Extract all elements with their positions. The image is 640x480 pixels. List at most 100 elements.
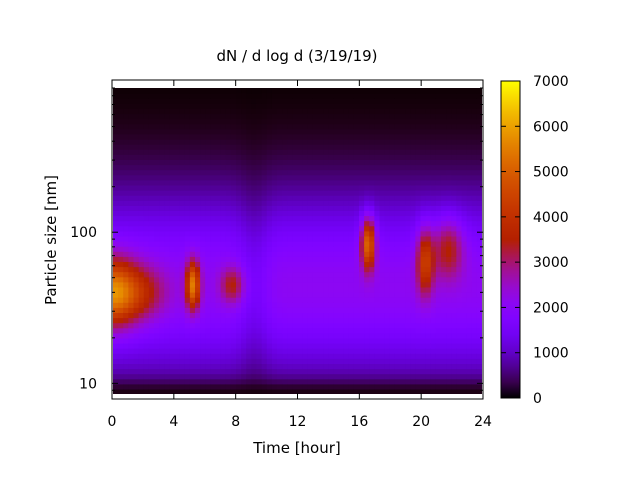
heatmap-cell [461,225,468,232]
heatmap-cell [420,139,427,145]
heatmap-cell [461,271,468,278]
heatmap-cell [174,261,181,268]
heatmap-cell [210,292,217,298]
heatmap-cell [400,103,406,109]
heatmap-cell [369,103,375,109]
heatmap-cell [353,348,360,354]
heatmap-cell [359,363,365,370]
heatmap-cell [318,241,324,247]
heatmap-cell [123,103,129,109]
heatmap-cell [307,139,314,145]
heatmap-cell [154,154,160,160]
heatmap-cell [374,154,381,160]
heatmap-cell [123,113,129,120]
heatmap-cell [420,307,427,313]
heatmap-cell [261,251,268,257]
heatmap-cell [405,144,411,150]
heatmap-cell [266,373,273,380]
heatmap-cell [435,205,442,211]
heatmap-cell [343,276,350,283]
heatmap-cell [138,108,145,115]
heatmap-cell [159,195,165,201]
heatmap-cell [159,118,165,125]
heatmap-cell [169,302,176,308]
heatmap-cell [195,205,201,211]
heatmap-cell [400,261,406,268]
heatmap-cell [159,108,165,115]
heatmap-cell [133,220,140,227]
heatmap-cell [328,195,334,201]
heatmap-cell [138,174,145,181]
heatmap-cell [425,169,432,176]
heatmap-cell [210,261,217,268]
heatmap-cell [364,343,370,349]
heatmap-cell [159,276,165,283]
heatmap-cell [128,261,135,268]
heatmap-cell [154,256,160,262]
heatmap-cell [189,139,196,145]
heatmap-cell [441,307,447,313]
heatmap-cell [348,302,355,308]
heatmap-cell [328,307,334,313]
heatmap-cell [138,88,145,94]
heatmap-cell [430,373,437,380]
heatmap-cell [374,388,381,394]
heatmap-cell [179,210,186,217]
heatmap-cell [271,332,278,339]
heatmap-cell [143,266,150,273]
heatmap-cell [338,195,345,201]
heatmap-cell [400,174,406,181]
heatmap-cell [446,128,452,135]
heatmap-cell [312,195,319,201]
heatmap-cell [471,307,478,313]
heatmap-cell [430,220,437,227]
heatmap-cell [461,159,468,166]
heatmap-cell [195,144,201,150]
heatmap-cell [405,179,411,186]
heatmap-cell [287,103,293,109]
heatmap-cell [348,184,355,191]
heatmap-cell [241,307,247,313]
heatmap-cell [184,266,191,273]
heatmap-cell [348,113,355,120]
heatmap-cell [256,261,263,268]
heatmap-cell [318,113,324,120]
heatmap-cell [271,215,278,222]
heatmap-cell [435,246,442,252]
heatmap-cell [364,251,370,257]
heatmap-cell [400,108,406,115]
heatmap-cell [297,378,304,385]
heatmap-cell [471,261,478,268]
heatmap-cell [154,195,160,201]
heatmap-cell [169,103,176,109]
heatmap-cell [435,113,442,120]
heatmap-cell [441,261,447,268]
heatmap-cell [446,118,452,125]
heatmap-cell [241,261,247,268]
heatmap-cell [410,373,416,380]
heatmap-cell [476,312,482,319]
heatmap-cell [374,348,381,354]
heatmap-cell [435,286,442,293]
heatmap-cell [241,251,247,257]
heatmap-cell [400,133,406,140]
heatmap-cell [405,235,411,242]
heatmap-cell [410,266,416,273]
heatmap-cell [174,159,181,166]
heatmap-cell [384,164,391,171]
heatmap-cell [210,388,217,394]
heatmap-cell [333,337,340,344]
heatmap-cell [118,210,124,217]
heatmap-cell [118,337,124,344]
heatmap-cell [312,220,319,227]
heatmap-cell [200,184,206,191]
heatmap-cell [282,317,288,324]
heatmap-cell [287,286,293,293]
heatmap-cell [471,246,478,252]
heatmap-cell [338,103,345,109]
heatmap-cell [461,200,468,206]
heatmap-cell [123,220,129,227]
heatmap-cell [318,358,324,364]
heatmap-cell [266,88,273,94]
heatmap-cell [118,317,124,324]
